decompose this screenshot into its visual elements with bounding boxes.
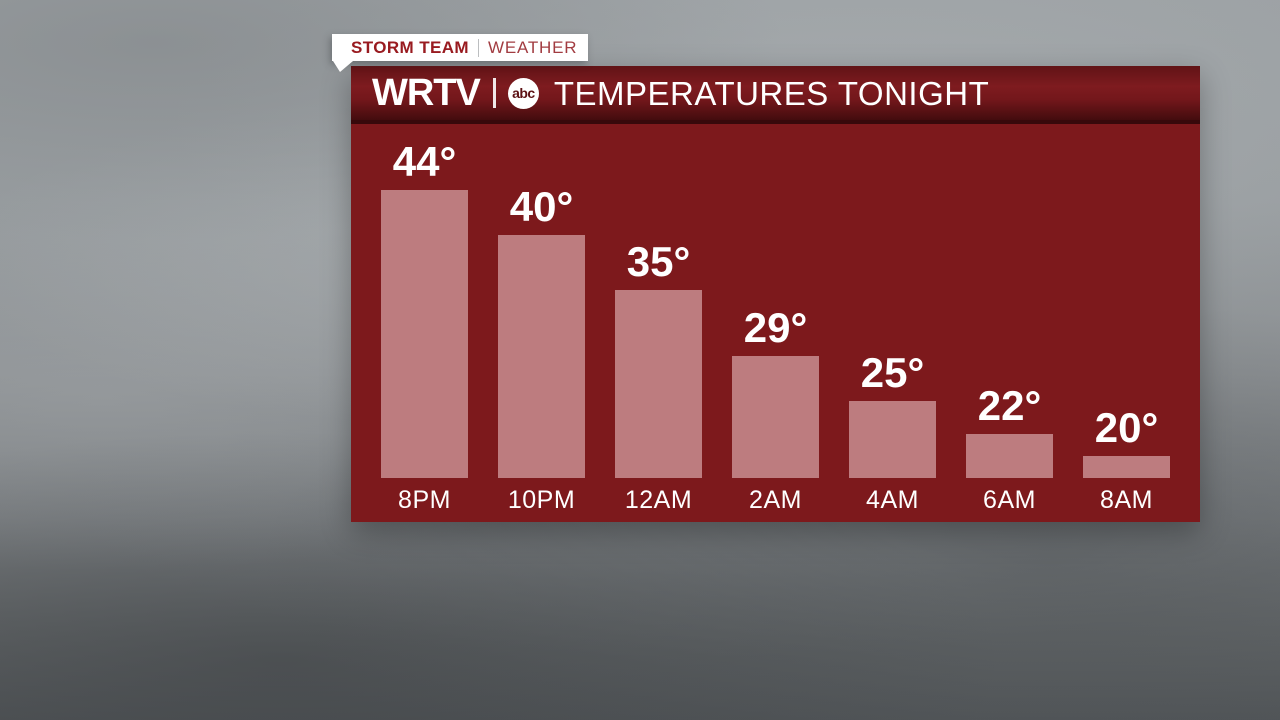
temp-value-label: 20° xyxy=(1094,404,1159,451)
temp-bar xyxy=(1083,456,1170,478)
temp-value-label: 25° xyxy=(860,349,925,396)
temp-value-label: 40° xyxy=(509,183,574,230)
time-label: 6AM xyxy=(983,485,1036,514)
panel-header: WRTV abc TEMPERATURES TONIGHT xyxy=(351,66,1200,124)
bar-column: 29° 2AM xyxy=(732,124,819,522)
bar-column: 44° 8PM xyxy=(381,124,468,522)
temp-bar xyxy=(849,401,936,478)
temp-bar xyxy=(966,434,1053,478)
bar-chart: 44° 8PM 40° 10PM 35° 12AM 29° 2AM 25° 4AM 22° 6AM 20… xyxy=(351,124,1200,522)
bar-area: 35° xyxy=(615,124,702,478)
bar-column: 22° 6AM xyxy=(966,124,1053,522)
time-label: 10PM xyxy=(507,485,576,514)
temp-bar xyxy=(732,356,819,478)
abc-logo-text: abc xyxy=(512,85,535,101)
bar-area: 22° xyxy=(966,124,1053,478)
bar-area: 25° xyxy=(849,124,936,478)
bar-area: 29° xyxy=(732,124,819,478)
chart-title: TEMPERATURES TONIGHT xyxy=(553,74,990,112)
weather-label: WEATHER xyxy=(487,37,578,57)
temp-value-label: 29° xyxy=(743,304,808,351)
time-label: 12AM xyxy=(624,485,693,514)
temp-bar xyxy=(615,290,702,478)
bar-area: 44° xyxy=(381,124,468,478)
abc-network-icon: abc xyxy=(507,77,539,109)
bar-column: 20° 8AM xyxy=(1083,124,1170,522)
temp-bar xyxy=(381,190,468,478)
time-label: 2AM xyxy=(749,485,802,514)
temp-bar xyxy=(498,235,585,478)
bar-area: 20° xyxy=(1083,124,1170,478)
tab-divider xyxy=(477,38,479,57)
storm-team-weather-tab: STORM TEAM WEATHER xyxy=(332,34,589,72)
storm-team-label: STORM TEAM xyxy=(351,37,469,57)
time-label: 4AM xyxy=(866,485,919,514)
temp-value-label: 44° xyxy=(392,138,457,185)
bar-area: 40° xyxy=(498,124,585,478)
temp-value-label: 22° xyxy=(977,382,1042,429)
bar-column: 40° 10PM xyxy=(498,124,585,522)
station-logo: WRTV xyxy=(372,72,481,114)
time-label: 8AM xyxy=(1100,485,1153,514)
bar-column: 35° 12AM xyxy=(615,124,702,522)
header-divider xyxy=(492,78,496,108)
time-label: 8PM xyxy=(398,485,451,514)
weather-graphic-panel: WRTV abc TEMPERATURES TONIGHT 44° 8PM 40° 1… xyxy=(351,66,1200,522)
temp-value-label: 35° xyxy=(626,238,691,285)
bar-column: 25° 4AM xyxy=(849,124,936,522)
